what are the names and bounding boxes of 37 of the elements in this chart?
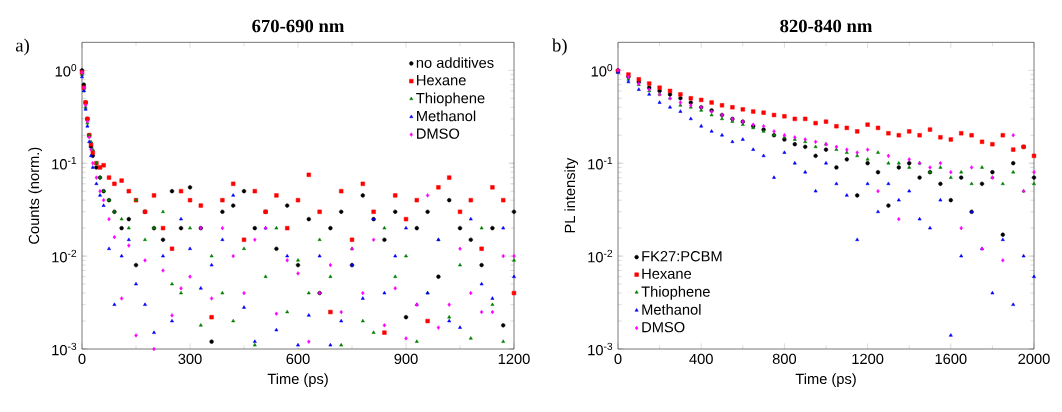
y-axis-title: Counts (norm.) — [28, 147, 43, 244]
legend-label: no additives — [416, 57, 494, 68]
legend-label: Hexane — [417, 75, 466, 86]
text: a) — [15, 38, 29, 56]
y-tick-label: 10$^{-3}$ — [52, 342, 77, 356]
x-tick-label: 2000 — [1018, 353, 1050, 365]
text: b) — [551, 38, 567, 56]
x-tick-label: 900 — [394, 353, 418, 365]
x-axis-title: Time (ps) — [795, 373, 856, 387]
x-tick-label: 0 — [78, 353, 86, 365]
legend-label: FK27:PCBM — [642, 251, 722, 262]
legend-label: Methanol — [417, 110, 476, 122]
x-tick-label: 1200 — [852, 353, 884, 365]
legend-label: DMSO — [642, 321, 685, 333]
x-tick-label: 400 — [689, 353, 713, 365]
y-tick-label: 10$^{-2}$ — [52, 249, 77, 263]
x-axis-title: Time (ps) — [267, 373, 328, 387]
x-tick-label: 800 — [772, 353, 797, 365]
legend-label: Hexane — [642, 268, 692, 279]
x-tick-label: 600 — [286, 353, 310, 365]
chart-title: 670-690 nm — [252, 19, 345, 33]
chart-title: 820-840 nm — [780, 19, 873, 33]
legend-label: Methanol — [642, 304, 701, 315]
x-tick-label: 0 — [614, 353, 622, 365]
x-tick-label: 1600 — [935, 353, 967, 365]
legend-label: Thiophene — [416, 92, 485, 107]
x-tick-label: 300 — [178, 353, 202, 365]
y-tick-label: 10$^{0}$ — [591, 63, 613, 77]
y-tick-label: 10$^{-3}$ — [588, 342, 613, 356]
y-tick-label: 10$^{-1}$ — [588, 156, 613, 170]
legend-label: DMSO — [417, 128, 460, 139]
y-tick-label: 10$^{-2}$ — [588, 249, 613, 263]
y-tick-label: 10$^{0}$ — [55, 63, 77, 77]
y-tick-label: 10$^{-1}$ — [52, 156, 77, 170]
x-tick-label: 1200 — [498, 353, 530, 365]
y-axis-title: PL intensity — [564, 157, 579, 233]
legend-label: Thiophene — [641, 286, 710, 300]
